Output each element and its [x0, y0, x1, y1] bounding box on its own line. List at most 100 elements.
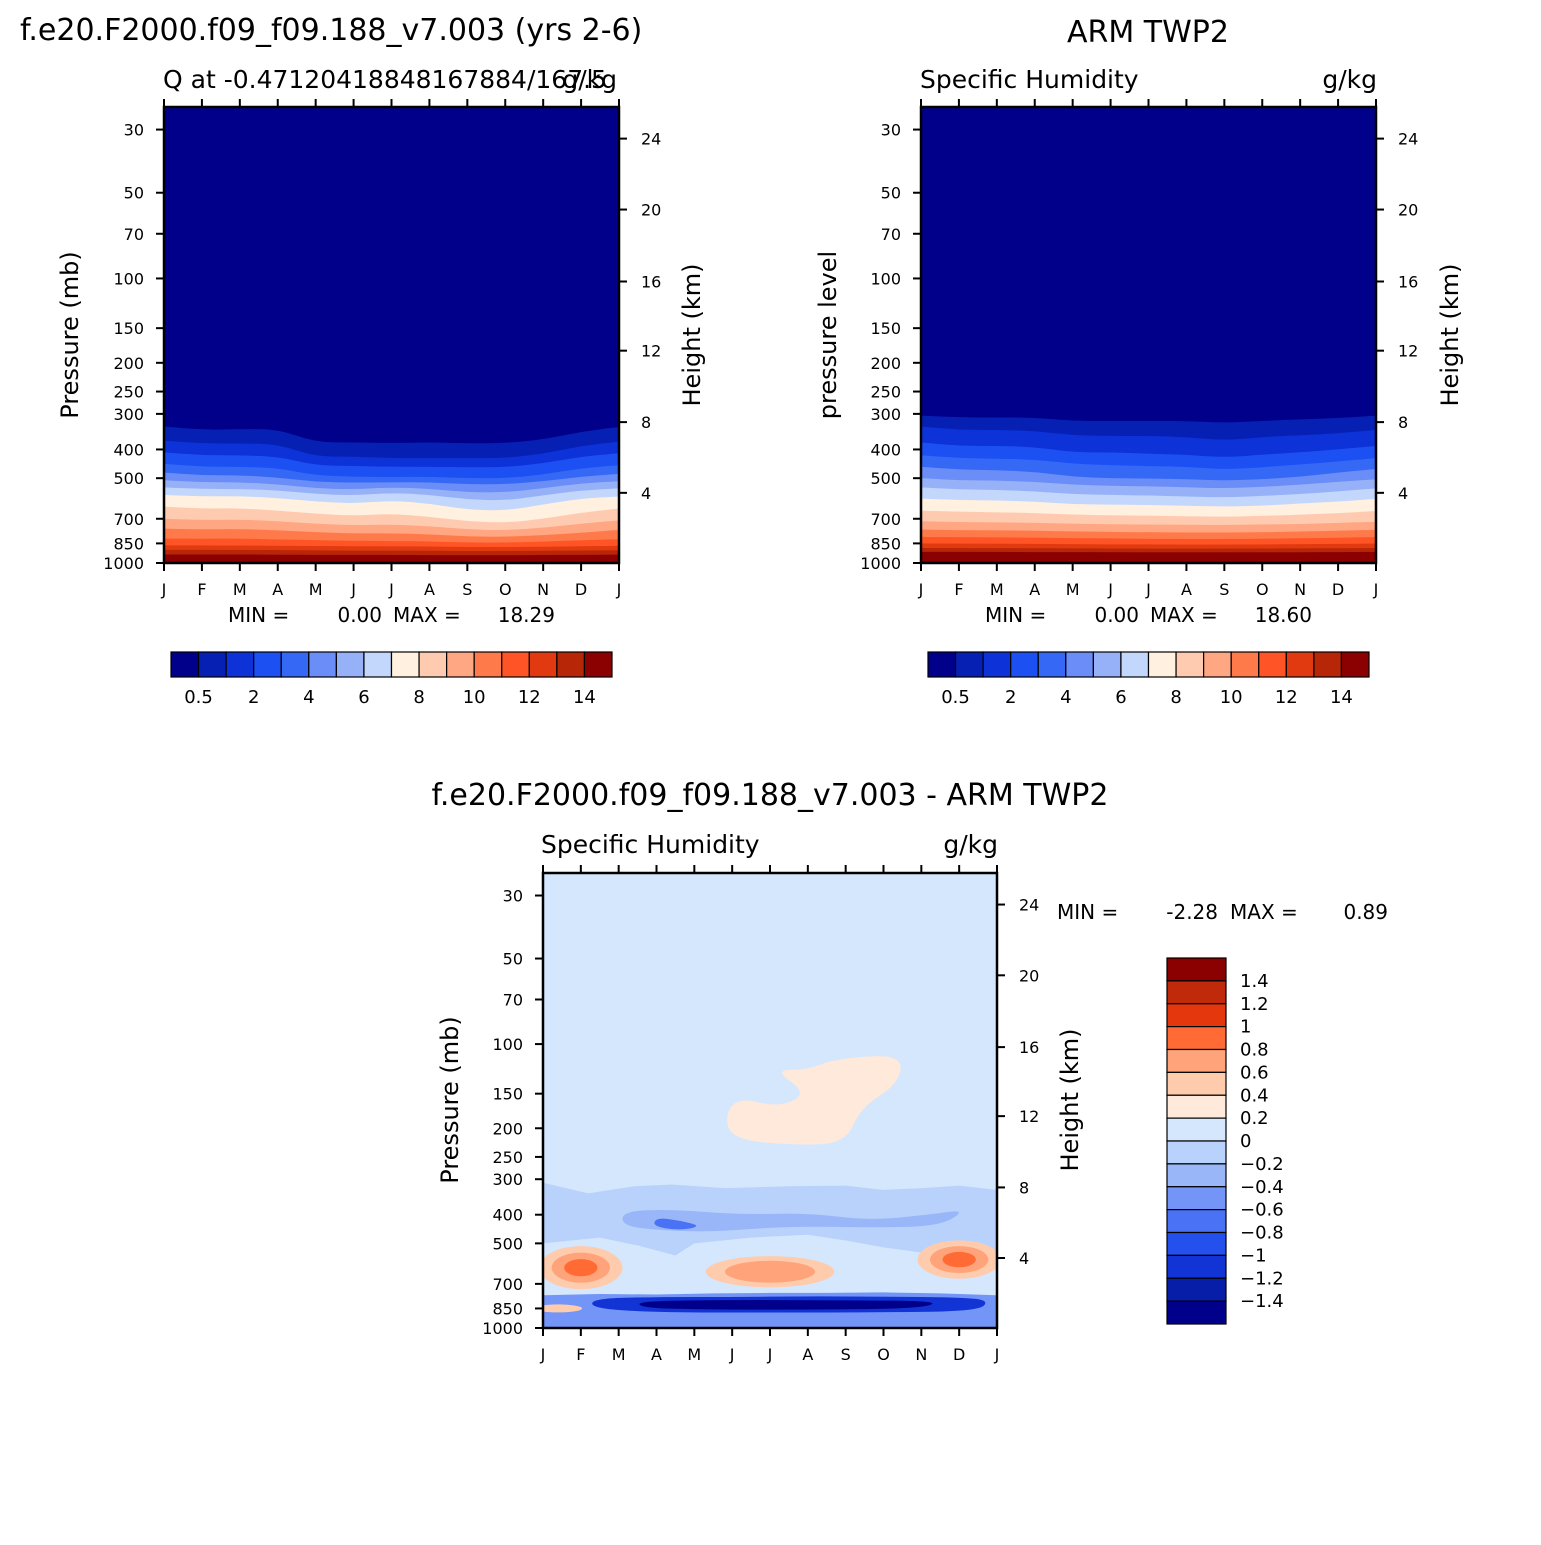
diff-max-label: MAX =: [1230, 900, 1298, 924]
model-xtick-label: A: [424, 580, 435, 599]
obs-colorbar-swatch: [1065, 651, 1094, 678]
diff-positive-maximum: [564, 1259, 598, 1277]
obs-xtick-label: J: [918, 580, 924, 599]
model-contour-fill: [164, 107, 619, 563]
diff-colorbar-label: −0.4: [1240, 1177, 1284, 1198]
obs-title: ARM TWP2: [1067, 15, 1229, 50]
model-colorbar-swatch: [528, 651, 558, 678]
obs-colorbar-label: 10: [1220, 687, 1243, 708]
model-xtick-label: J: [616, 580, 622, 599]
model-rtick-label: 8: [641, 413, 651, 432]
diff-ytick-label: 150: [492, 1085, 523, 1104]
model-colorbar-label: 14: [573, 687, 596, 708]
obs-subtitle-left: Specific Humidity: [920, 65, 1139, 94]
obs-ytick-label: 700: [870, 510, 901, 529]
model-max-label: MAX =: [393, 603, 461, 627]
model-ytick-label: 300: [113, 405, 144, 424]
model-xtick-label: D: [575, 580, 587, 599]
obs-xtick-label: J: [1107, 580, 1113, 599]
obs-colorbar-swatch: [1340, 651, 1370, 678]
diff-colorbar-label: −1.4: [1240, 1291, 1284, 1312]
obs-xtick-label: F: [954, 580, 963, 599]
obs-colorbar-swatch: [982, 651, 1012, 678]
obs-colorbar-swatch: [1285, 651, 1315, 678]
model-title: f.e20.F2000.f09_f09.188_v7.003 (yrs 2-6): [20, 13, 642, 48]
diff-min-value: -2.28: [1166, 900, 1218, 924]
obs-colorbar-swatch: [1175, 651, 1205, 678]
obs-rtick-label: 24: [1398, 130, 1418, 149]
obs-contour-band: [921, 551, 1376, 563]
obs-rtick-label: 8: [1398, 413, 1408, 432]
model-xtick-label: M: [309, 580, 323, 599]
model-colorbar-swatch: [501, 651, 530, 678]
obs-xtick-label: J: [1373, 580, 1379, 599]
diff-colorbar-swatch: [1166, 1231, 1227, 1256]
diff-positive-maximum: [724, 1260, 816, 1283]
model-ytick-label: 850: [113, 534, 144, 553]
model-contour-band: [164, 554, 619, 563]
diff-colorbar-label: −0.2: [1240, 1154, 1284, 1175]
obs-colorbar-label: 0.5: [941, 687, 970, 708]
diff-colorbar-swatch: [1166, 1048, 1227, 1073]
obs-max-value: 18.60: [1255, 603, 1312, 627]
diff-colorbar-label: −1.2: [1240, 1268, 1284, 1289]
obs-xtick-label: N: [1294, 580, 1306, 599]
diff-ytick-label: 500: [492, 1234, 523, 1253]
obs-colorbar-swatch: [1037, 651, 1067, 678]
obs-max-label: MAX =: [1150, 603, 1218, 627]
model-colorbar-label: 12: [518, 687, 541, 708]
diff-colorbar-label: 1.4: [1240, 971, 1269, 992]
model-colorbar-swatch: [473, 651, 503, 678]
obs-ytick-label: 400: [870, 440, 901, 459]
diff-ytick-label: 700: [492, 1275, 523, 1294]
obs-colorbar-swatch: [1010, 651, 1039, 678]
obs-xtick-label: D: [1332, 580, 1344, 599]
obs-min-value: 0.00: [1094, 603, 1139, 627]
obs-contour-fill: [921, 107, 1376, 563]
model-colorbar-swatch: [363, 651, 393, 678]
diff-rtick-label: 16: [1019, 1038, 1039, 1057]
diff-ytick-label: 70: [503, 990, 523, 1009]
obs-colorbar-label: 12: [1275, 687, 1298, 708]
panel-difference: f.e20.F2000.f09_f09.188_v7.003 - ARM TWP…: [432, 778, 1388, 1364]
diff-colorbar-label: 0.2: [1240, 1108, 1269, 1129]
diff-colorbar-label: 0.4: [1240, 1085, 1269, 1106]
diff-xtick-label: J: [729, 1345, 735, 1364]
diff-rtick-label: 12: [1019, 1107, 1039, 1126]
diff-xtick-label: J: [540, 1345, 546, 1364]
model-ytick-label: 50: [124, 184, 144, 203]
diff-colorbar-swatch: [1166, 1140, 1227, 1165]
model-min-value: 0.00: [337, 603, 382, 627]
diff-colorbar-label: 1.2: [1240, 994, 1269, 1015]
diff-colorbar-swatch: [1166, 1094, 1227, 1119]
diff-colorbar-swatch: [1166, 1026, 1227, 1051]
model-colorbar-swatch: [308, 651, 337, 678]
diff-colorbar-swatch: [1166, 1117, 1227, 1142]
model-colorbar-swatch: [253, 651, 282, 678]
diff-colorbar-swatch: [1166, 980, 1227, 1005]
model-colorbar-swatch: [197, 651, 227, 678]
model-max-value: 18.29: [498, 603, 555, 627]
diff-colorbar-swatch: [1166, 1277, 1227, 1302]
model-rtick-label: 20: [641, 201, 661, 220]
obs-xtick-label: A: [1029, 580, 1040, 599]
model-colorbar-label: 2: [248, 687, 259, 708]
model-colorbar-swatch: [335, 651, 365, 678]
diff-contour-fill: [543, 873, 997, 1328]
model-plot-area: J F M A M J J A S O N D J 30 50 70 100 150 200 250 300 400 500…: [103, 99, 661, 599]
diff-colorbar-swatch: [1166, 1209, 1227, 1234]
diff-ytick-label: 1000: [482, 1319, 523, 1338]
diff-positive-maximum: [942, 1251, 976, 1268]
diff-subtitle-right: g/kg: [943, 830, 998, 859]
diff-colorbar: 1.41.210.80.60.40.20−0.2−0.4−0.6−0.8−1−1…: [1166, 957, 1284, 1325]
model-rtick-label: 4: [641, 484, 651, 503]
model-ytick-label: 500: [113, 469, 144, 488]
diff-colorbar-label: 0.8: [1240, 1040, 1269, 1061]
obs-xtick-label: A: [1181, 580, 1192, 599]
diff-ytick-label: 300: [492, 1170, 523, 1189]
model-xtick-label: O: [499, 580, 512, 599]
diff-ytick-label: 400: [492, 1206, 523, 1225]
diff-ytick-label: 50: [503, 950, 523, 969]
